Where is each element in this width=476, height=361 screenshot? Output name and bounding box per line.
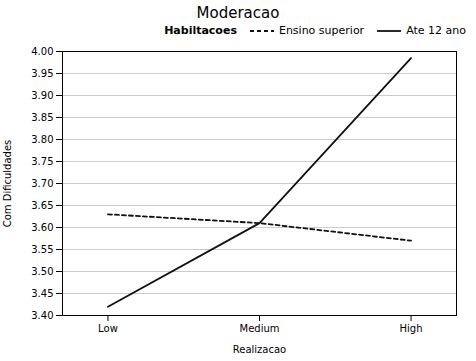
svg-text:Low: Low	[98, 323, 118, 334]
svg-text:Com Dificuldades: Com Dificuldades	[2, 140, 13, 228]
html-text:Ensino superior: Ensino superior	[278, 24, 365, 37]
svg-text:High: High	[400, 323, 423, 334]
html-text:Moderacao: Moderacao	[196, 4, 280, 22]
svg-text:3.95: 3.95	[31, 68, 53, 79]
svg-text:3.45: 3.45	[31, 288, 53, 299]
svg-text:Realizacao: Realizacao	[233, 344, 286, 355]
svg-text:3.55: 3.55	[31, 244, 53, 255]
svg-text:3.85: 3.85	[31, 112, 53, 123]
svg-text:3.75: 3.75	[31, 156, 53, 167]
svg-text:3.50: 3.50	[31, 266, 53, 277]
html-text:Ate 12 ano: Ate 12 ano	[406, 24, 466, 37]
html-text:Habiltacoes: Habiltacoes	[164, 24, 237, 37]
svg-text:3.40: 3.40	[31, 310, 53, 321]
svg-text:3.80: 3.80	[31, 134, 53, 145]
svg-text:Medium: Medium	[240, 323, 280, 334]
svg-text:3.70: 3.70	[31, 178, 53, 189]
svg-text:4.00: 4.00	[31, 46, 53, 57]
svg-text:3.60: 3.60	[31, 222, 53, 233]
svg-text:3.65: 3.65	[31, 200, 53, 211]
svg-text:3.90: 3.90	[31, 90, 53, 101]
